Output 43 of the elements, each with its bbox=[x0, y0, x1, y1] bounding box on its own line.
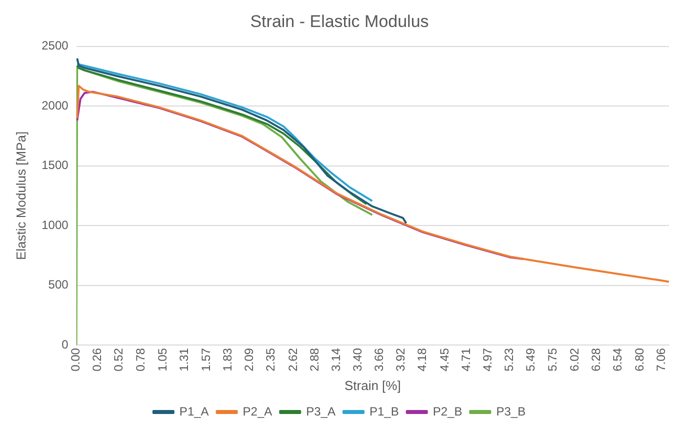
x-tick-label: 0.52 bbox=[112, 348, 126, 372]
x-tick-label: 7.06 bbox=[654, 348, 668, 372]
x-tick-label: 1.83 bbox=[220, 348, 234, 372]
legend-label: P1_A bbox=[179, 404, 209, 418]
text: 0.00 bbox=[68, 348, 83, 372]
x-tick-label: 2.88 bbox=[307, 348, 322, 372]
y-tick-label: 2500 bbox=[42, 38, 69, 53]
x-tick-label: 2.62 bbox=[286, 348, 300, 372]
chart-title: Strain - Elastic Modulus bbox=[250, 12, 429, 31]
x-tick-label: 4.97 bbox=[480, 348, 495, 372]
x-tick-label: 1.05 bbox=[156, 348, 170, 372]
x-tick-label: 6.54 bbox=[610, 348, 625, 372]
y-tick-label: 0 bbox=[62, 337, 69, 352]
x-tick-label: 5.23 bbox=[502, 348, 516, 372]
text: 6.80 bbox=[632, 348, 646, 372]
y-tick-label: 2000 bbox=[42, 98, 69, 112]
text: 3.40 bbox=[350, 348, 364, 372]
x-tick-label: 6.28 bbox=[589, 348, 604, 372]
x-tick-label: 2.35 bbox=[263, 348, 278, 372]
x-tick-label: 2.09 bbox=[242, 348, 256, 372]
x-tick-label: 6.02 bbox=[568, 348, 582, 372]
x-tick-label: 5.75 bbox=[545, 348, 560, 372]
x-tick-label: 0.78 bbox=[133, 348, 148, 372]
y-tick-label: 1500 bbox=[42, 158, 69, 172]
x-tick-label: 4.71 bbox=[459, 348, 474, 372]
x-tick-label: 1.57 bbox=[198, 348, 213, 372]
x-tick-label: 3.92 bbox=[394, 348, 408, 372]
legend-label: P3_A bbox=[306, 404, 336, 418]
y-tick-label: 1000 bbox=[42, 218, 69, 232]
x-tick-label: 1.31 bbox=[177, 348, 192, 372]
x-axis-title: Strain [%] bbox=[344, 378, 401, 393]
x-tick-label: 4.18 bbox=[415, 348, 430, 372]
y-tick-label: 500 bbox=[48, 278, 69, 292]
legend-label: P2_A bbox=[242, 404, 272, 418]
x-tick-label: 3.66 bbox=[372, 348, 386, 372]
x-tick-label: 5.49 bbox=[524, 348, 538, 372]
x-tick-label: 0.26 bbox=[90, 348, 104, 372]
legend-label: P1_B bbox=[370, 404, 399, 418]
legend-label: P2_B bbox=[432, 404, 462, 418]
y-axis-title: Elastic Modulus [MPa] bbox=[13, 131, 28, 260]
x-tick-label: 3.14 bbox=[328, 348, 343, 372]
x-tick-label: 4.45 bbox=[437, 348, 452, 372]
legend-label: P3_B bbox=[496, 404, 526, 418]
